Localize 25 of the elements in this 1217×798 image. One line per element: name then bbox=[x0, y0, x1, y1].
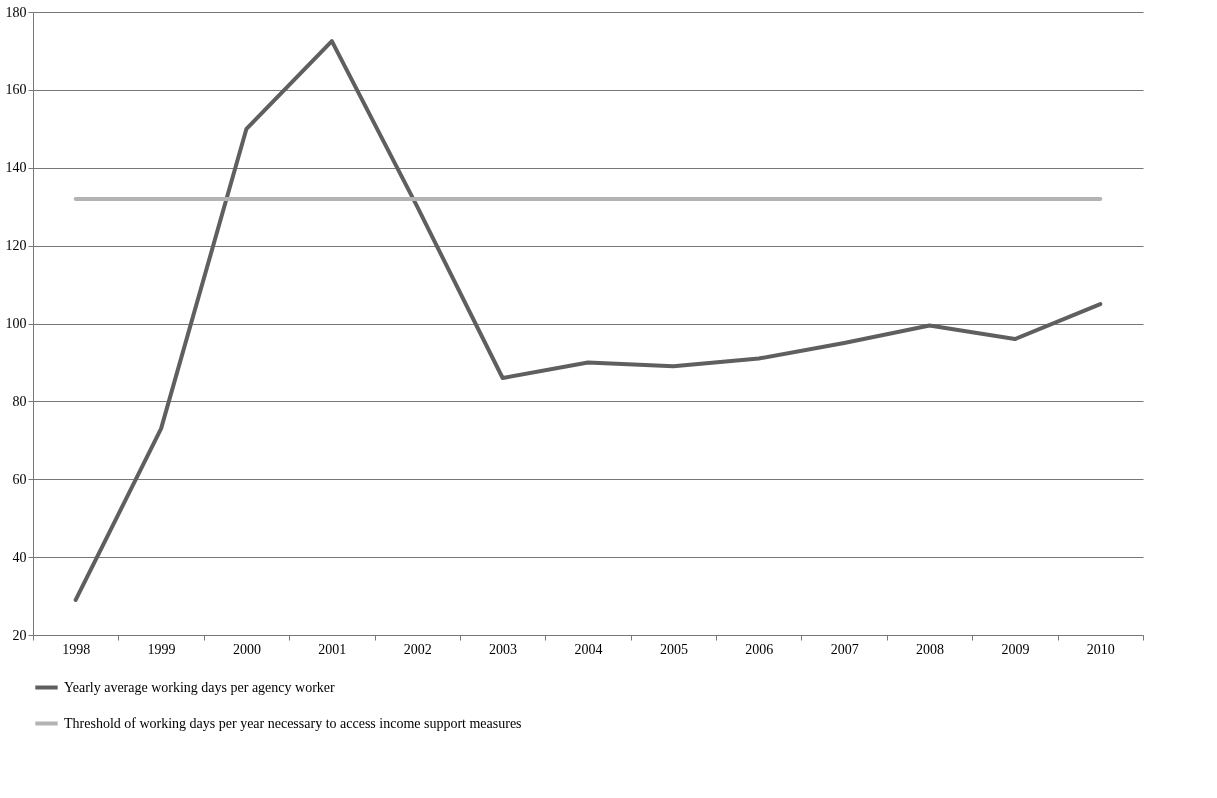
x-tick-label: 2004 bbox=[574, 641, 603, 657]
x-tick-label: 2001 bbox=[318, 641, 347, 657]
x-tick-label: 2010 bbox=[1086, 641, 1115, 657]
x-tick-label: 2003 bbox=[489, 641, 518, 657]
y-tick-label: 100 bbox=[5, 316, 27, 331]
x-tick-label: 1998 bbox=[62, 641, 91, 657]
x-tick-label: 1999 bbox=[147, 641, 176, 657]
y-tick-label: 160 bbox=[5, 82, 27, 98]
y-tick-label: 20 bbox=[12, 627, 27, 643]
y-tick-label: 140 bbox=[5, 160, 27, 176]
x-tick-label: 2006 bbox=[745, 641, 774, 657]
x-tick-label: 2005 bbox=[659, 641, 688, 657]
x-tick-label: 2000 bbox=[232, 641, 261, 657]
legend-label: Threshold of working days per year necessary to access income support measures bbox=[64, 715, 522, 731]
y-tick-label: 40 bbox=[12, 549, 27, 565]
y-tick-label: 60 bbox=[12, 471, 27, 487]
y-tick-label: 180 bbox=[5, 4, 27, 20]
y-tick-label: 80 bbox=[12, 393, 27, 409]
x-tick-label: 2002 bbox=[403, 641, 432, 657]
x-tick-label: 2009 bbox=[1001, 641, 1030, 657]
x-tick-label: 2008 bbox=[916, 641, 945, 657]
y-tick-label: 120 bbox=[5, 238, 27, 254]
legend-label: Yearly average working days per agency worker bbox=[64, 679, 336, 695]
line-series bbox=[73, 39, 1103, 602]
x-tick-label: 2007 bbox=[830, 641, 859, 657]
